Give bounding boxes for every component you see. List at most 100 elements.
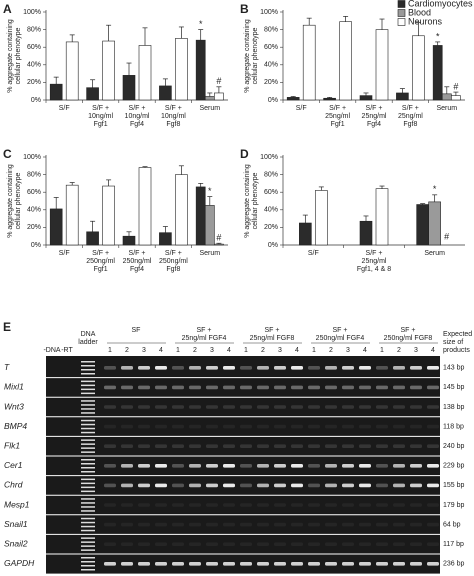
gel-band	[121, 405, 133, 409]
x-tick-label: S/F +	[129, 105, 146, 112]
gel-band	[257, 522, 269, 527]
error-bar	[106, 179, 112, 187]
legend-label: Blood	[408, 7, 431, 17]
gel-band	[138, 424, 150, 429]
ladder-band	[81, 541, 95, 543]
gel-band	[359, 464, 371, 468]
gene-label: Mesp1	[4, 499, 30, 509]
annotation: *	[436, 31, 440, 41]
gel-band	[189, 464, 201, 468]
control-label: -RT	[61, 347, 73, 354]
ladder-band	[81, 408, 95, 410]
bar	[159, 85, 172, 101]
bar	[375, 188, 389, 246]
ladder-label: DNA	[81, 331, 96, 338]
ladder-band	[81, 439, 95, 441]
gel-band	[325, 464, 337, 468]
gel-band	[393, 405, 405, 409]
gel-band	[308, 385, 320, 390]
gel-band	[325, 562, 337, 566]
error-bar	[90, 79, 96, 88]
gel-band	[410, 542, 422, 546]
ladder-band	[81, 561, 95, 563]
bar	[49, 208, 63, 246]
gel-band	[359, 522, 371, 527]
ladder-band	[81, 478, 95, 481]
gel-band	[393, 444, 405, 448]
x-tick-label: Fgf4	[130, 266, 144, 273]
panel-label: E	[3, 320, 11, 334]
x-tick-label: 250ng/ml	[86, 258, 115, 265]
error-bar	[90, 220, 96, 232]
ladder-band	[81, 412, 95, 414]
lane-label: 3	[210, 347, 214, 354]
bar	[195, 186, 206, 246]
ladder-band	[81, 569, 95, 571]
gel-band	[325, 405, 337, 409]
ladder-band	[81, 447, 95, 449]
bar	[204, 205, 215, 246]
gel-band	[172, 542, 184, 546]
y-tick-label: 0%	[31, 242, 41, 249]
annotation: #	[453, 81, 458, 91]
lane-label: 2	[125, 347, 129, 354]
panel-label: A	[3, 2, 12, 16]
gel-image	[46, 356, 440, 574]
gel-band	[376, 542, 388, 546]
bar	[396, 92, 409, 101]
ladder-label: ladder	[78, 339, 98, 346]
gel-band	[342, 385, 354, 390]
gel-band	[325, 522, 337, 527]
bar	[299, 222, 312, 246]
ladder-band	[81, 380, 95, 383]
bar	[359, 95, 373, 101]
group-label: SF	[132, 327, 141, 334]
gel-band	[240, 424, 252, 429]
group-label: 25ng/ml FGF8	[250, 335, 295, 342]
group-label: SF +	[401, 327, 416, 334]
error-bar	[453, 91, 459, 96]
gel-band	[376, 464, 388, 468]
lane-label: 2	[193, 347, 197, 354]
gel-band	[291, 424, 303, 429]
gel-band	[342, 483, 354, 488]
ladder-band	[81, 498, 95, 500]
size-label: 240 bp	[443, 443, 465, 450]
gel-band	[359, 542, 371, 546]
gel-band	[427, 503, 439, 507]
gel-band	[206, 424, 218, 429]
gel-band	[121, 522, 133, 527]
y-tick-label: 60%	[27, 44, 41, 51]
gel-band	[308, 542, 320, 546]
gel-band	[172, 503, 184, 507]
annotation: *	[433, 184, 437, 194]
error-bar	[106, 24, 112, 42]
gel-band	[291, 385, 303, 390]
gel-band	[189, 405, 201, 409]
x-tick-label: Fgf1	[94, 266, 108, 273]
bar	[214, 243, 224, 246]
gel-band	[308, 444, 320, 448]
lane-label: 3	[142, 347, 146, 354]
gel-band	[155, 483, 167, 488]
size-label: 118 bp	[443, 423, 464, 430]
error-bar	[216, 242, 222, 245]
x-tick-label: S/F +	[92, 250, 109, 257]
gel-band	[342, 424, 354, 429]
error-bar	[178, 165, 184, 175]
gel-band	[393, 366, 405, 370]
x-tick-label: Serum	[199, 250, 220, 257]
x-tick-label: Fgf8	[166, 121, 180, 128]
gel-band	[291, 405, 303, 409]
y-tick-label: 60%	[264, 189, 278, 196]
gel-band	[223, 522, 235, 527]
error-bar	[318, 186, 324, 191]
y-tick-label: 100%	[23, 154, 41, 161]
ladder-band	[81, 431, 95, 434]
gel-band	[359, 503, 371, 507]
gel-band	[240, 366, 252, 370]
y-tick-label: 0%	[268, 97, 278, 104]
gel-band	[257, 562, 269, 566]
gel-band	[257, 483, 269, 488]
y-tick-label: 80%	[27, 171, 41, 178]
